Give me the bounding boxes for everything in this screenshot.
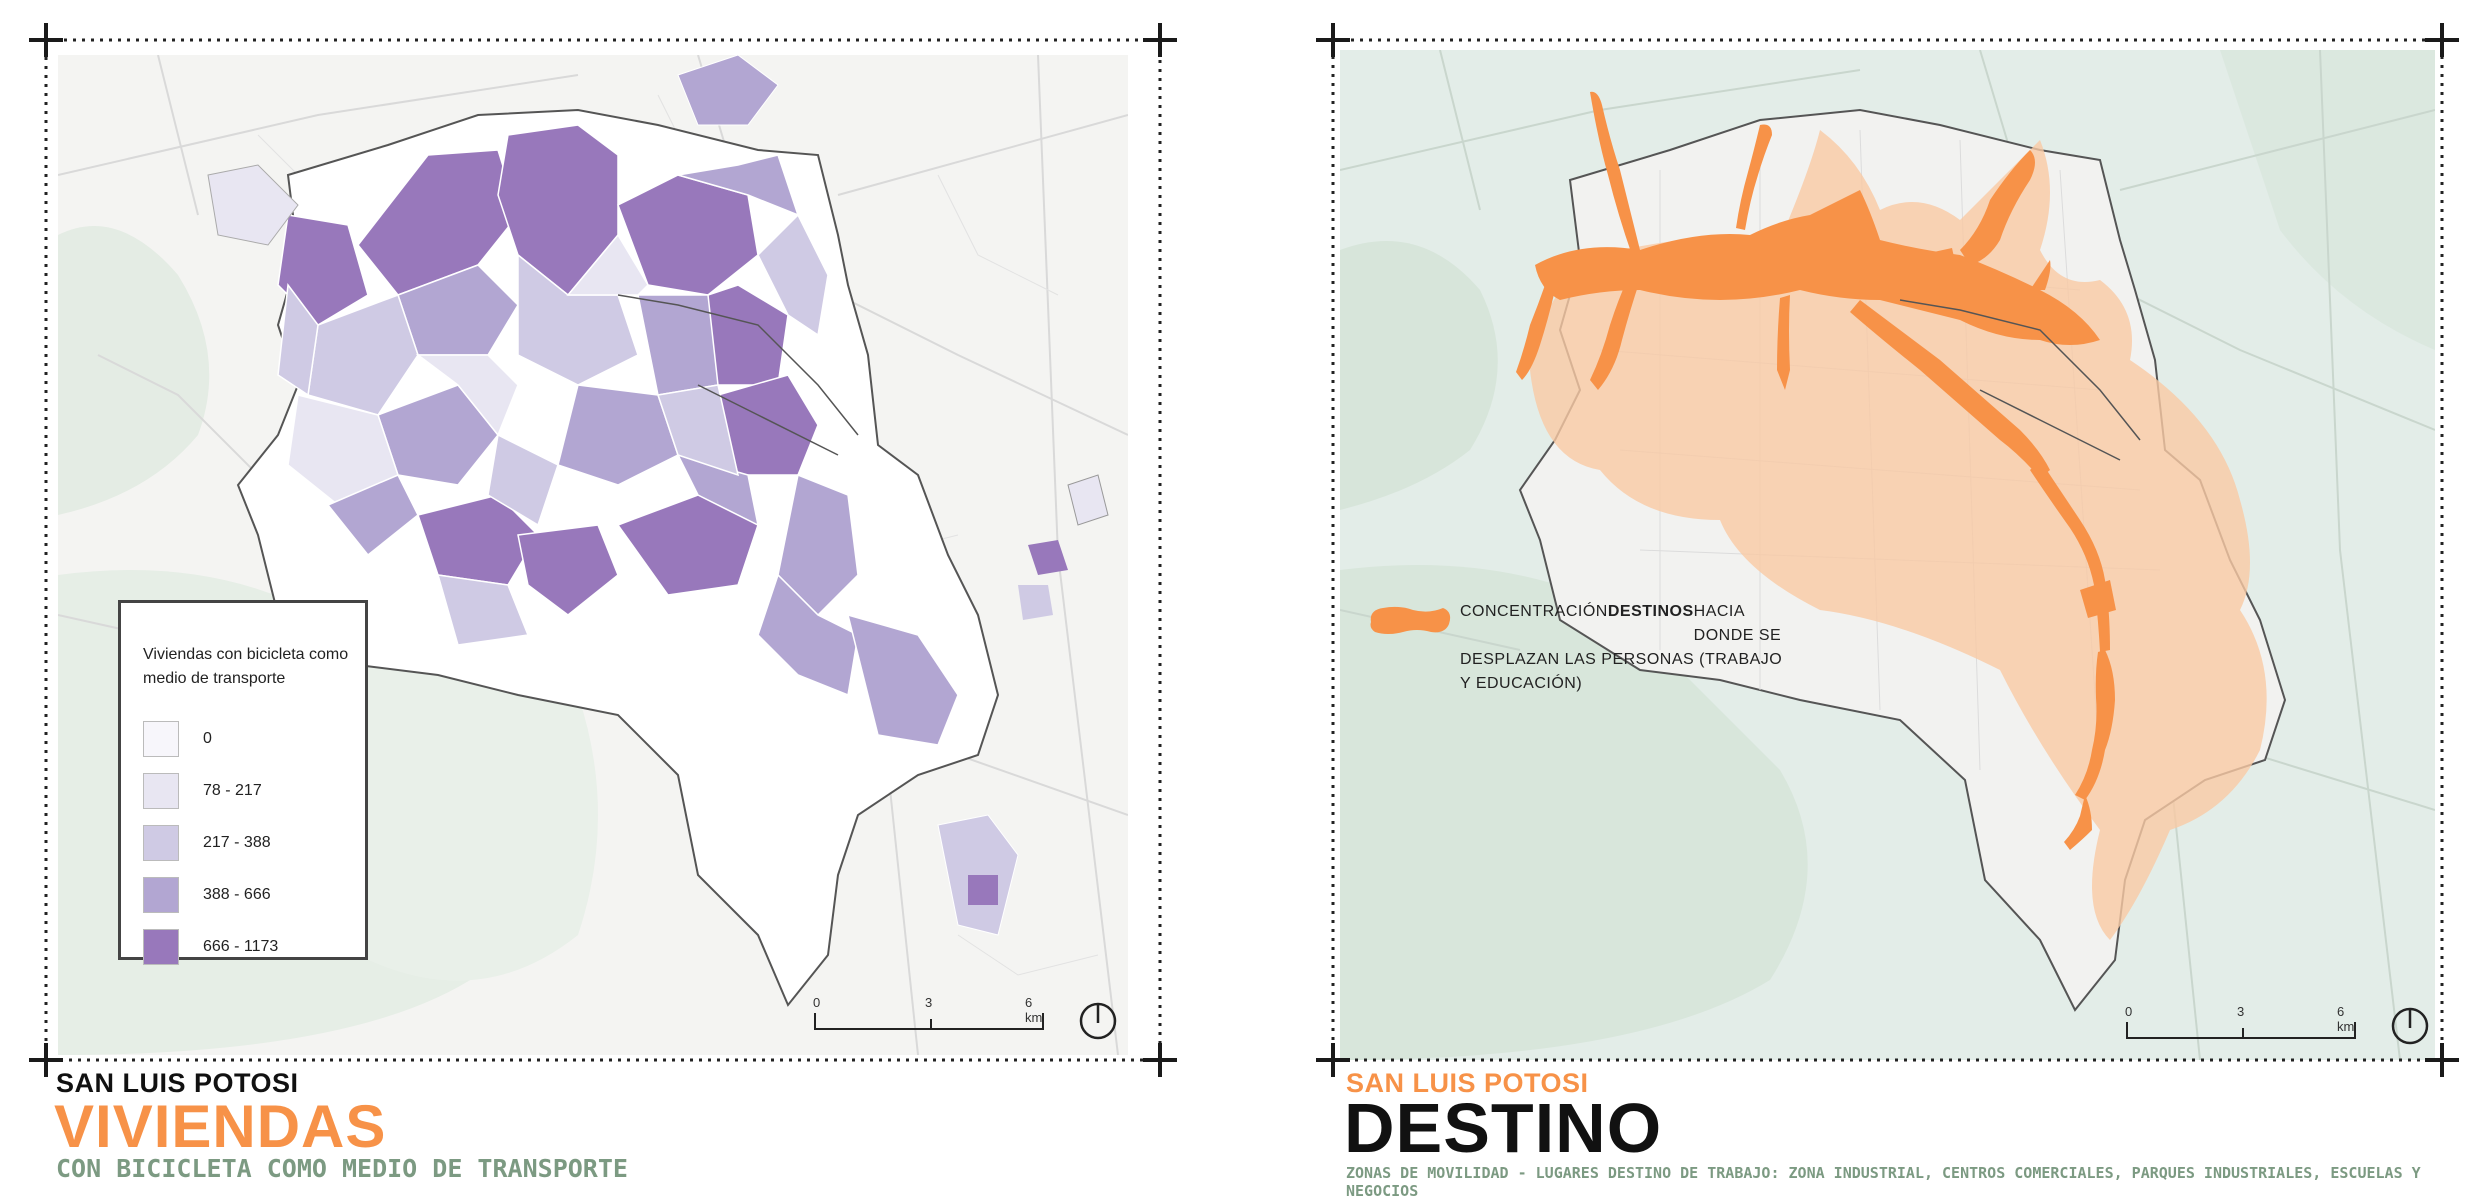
right-subtitle: ZONAS DE MOVILIDAD - LUGARES DESTINO DE … [1346,1164,2421,1200]
corner-cross-icon [1143,1043,1177,1077]
corner-cross-icon [1316,1043,1350,1077]
right-title-small: SAN LUIS POTOSI [1346,1068,1589,1098]
corner-cross-icon [1316,23,1350,57]
right-title-big: DESTINO [1344,1089,1663,1167]
scale-tick-3: 3 [2237,1004,2245,1019]
corner-cross-icon [2425,23,2459,57]
destination-blob-icon [1370,606,1451,634]
right-map[interactable]: CONCENTRACIÓN DESTINOS HACIA DONDE SE DE… [1340,50,2435,1060]
left-map[interactable]: Viviendas con bicicleta como medio de tr… [58,55,1128,1055]
right-map-svg [1340,50,2435,1060]
left-title-small: SAN LUIS POTOSI [56,1068,299,1098]
scale-tick-6: 6 km [1025,995,1043,1025]
right-dotted-frame [1331,38,2444,1062]
legend-line-1-pre: CONCENTRACIÓN [1460,603,1608,620]
scale-bar-line [2126,1022,2356,1039]
legend-line-1: CONCENTRACIÓN DESTINOS HACIA DONDE SE [1460,600,1790,648]
left-panel: Viviendas con bicicleta como medio de tr… [0,0,1200,1200]
legend-label-3: 388 - 666 [203,886,271,903]
left-dotted-frame [44,38,1162,1062]
right-legend-text: CONCENTRACIÓN DESTINOS HACIA DONDE SE DE… [1460,600,1790,696]
legend-line-1-bold: DESTINOS [1607,603,1694,620]
legend-swatch-0 [143,721,179,757]
legend-label-1: 78 - 217 [203,782,262,799]
legend-label-0: 0 [203,730,212,747]
scale-tick-0: 0 [2125,1004,2133,1019]
scale-tick-6: 6 km [2337,1004,2355,1034]
legend-swatch-1 [143,773,179,809]
left-subtitle: CON BICICLETA COMO MEDIO DE TRANSPORTE [56,1154,628,1183]
scale-bar-line [814,1013,1044,1030]
right-scale-bar: 0 3 6 km [2125,1004,2365,1044]
legend-label-4: 666 - 1173 [203,938,279,955]
corner-cross-icon [1143,23,1177,57]
legend-line-2: DESPLAZAN LAS PERSONAS (TRABAJO Y EDUCAC… [1460,651,1783,692]
legend-swatch-2 [143,825,179,861]
legend-line-1-post: HACIA DONDE SE [1693,603,1782,644]
legend-swatch-4 [143,929,179,965]
corner-cross-icon [2425,1043,2459,1077]
left-title-big: VIVIENDAS [54,1093,387,1160]
corner-cross-icon [29,23,63,57]
north-arrow-icon [1079,1002,1117,1040]
right-panel: CONCENTRACIÓN DESTINOS HACIA DONDE SE DE… [1290,0,2489,1200]
scale-tick-3: 3 [925,995,933,1010]
scale-tick-0: 0 [813,995,821,1010]
legend-swatch-3 [143,877,179,913]
legend-label-2: 217 - 388 [203,834,271,851]
left-scale-bar: 0 3 6 km [813,995,1053,1035]
left-legend: Viviendas con bicicleta como medio de tr… [118,600,368,965]
north-arrow-icon [2391,1007,2429,1045]
legend-title: Viviendas con bicicleta como medio de tr… [143,646,349,687]
corner-cross-icon [29,1043,63,1077]
